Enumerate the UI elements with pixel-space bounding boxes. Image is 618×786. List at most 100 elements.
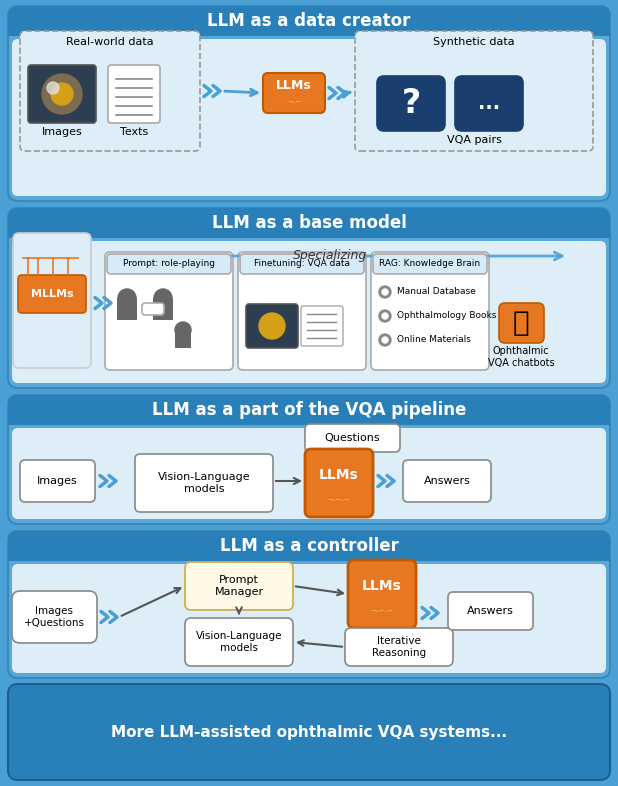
- Text: LLM as a data creator: LLM as a data creator: [207, 12, 411, 30]
- Bar: [175, 330, 191, 348]
- FancyBboxPatch shape: [373, 254, 487, 274]
- Circle shape: [51, 83, 73, 105]
- Text: Finetuning: VQA data: Finetuning: VQA data: [254, 259, 350, 269]
- Text: Online Materials: Online Materials: [397, 336, 471, 344]
- Text: Synthetic data: Synthetic data: [433, 37, 515, 47]
- Text: ~-~-~: ~-~-~: [328, 497, 350, 503]
- Text: LLM as a part of the VQA pipeline: LLM as a part of the VQA pipeline: [152, 401, 466, 419]
- FancyBboxPatch shape: [20, 460, 95, 502]
- Text: LLMs: LLMs: [319, 468, 359, 482]
- Circle shape: [259, 313, 285, 339]
- FancyBboxPatch shape: [108, 65, 160, 123]
- FancyBboxPatch shape: [348, 560, 416, 628]
- FancyBboxPatch shape: [8, 6, 610, 36]
- Text: Answers: Answers: [423, 476, 470, 486]
- Bar: [8, 546, 610, 561]
- Circle shape: [47, 82, 59, 94]
- FancyBboxPatch shape: [8, 395, 610, 425]
- FancyBboxPatch shape: [105, 252, 233, 370]
- Text: Vision-Language
models: Vision-Language models: [196, 631, 282, 653]
- FancyBboxPatch shape: [355, 31, 593, 151]
- Circle shape: [382, 337, 388, 343]
- FancyBboxPatch shape: [12, 241, 606, 383]
- FancyBboxPatch shape: [12, 428, 606, 519]
- Text: ~-~-~: ~-~-~: [371, 608, 393, 614]
- FancyBboxPatch shape: [263, 73, 325, 113]
- FancyBboxPatch shape: [135, 454, 273, 512]
- FancyBboxPatch shape: [12, 591, 97, 643]
- FancyBboxPatch shape: [20, 31, 200, 151]
- FancyBboxPatch shape: [185, 618, 293, 666]
- FancyBboxPatch shape: [8, 684, 610, 780]
- Text: Vision-Language
models: Vision-Language models: [158, 472, 250, 494]
- Text: Ophthalmology Books: Ophthalmology Books: [397, 311, 496, 321]
- FancyBboxPatch shape: [238, 252, 366, 370]
- Text: ?: ?: [401, 87, 421, 120]
- FancyBboxPatch shape: [107, 254, 231, 274]
- Bar: [8, 21, 610, 36]
- Text: More LLM-assisted ophthalmic VQA systems...: More LLM-assisted ophthalmic VQA systems…: [111, 725, 507, 740]
- FancyBboxPatch shape: [305, 424, 400, 452]
- FancyBboxPatch shape: [377, 76, 445, 131]
- FancyBboxPatch shape: [448, 592, 533, 630]
- FancyBboxPatch shape: [8, 208, 610, 238]
- FancyBboxPatch shape: [499, 303, 544, 343]
- Bar: [153, 298, 173, 320]
- Text: VQA pairs: VQA pairs: [447, 135, 501, 145]
- Circle shape: [379, 334, 391, 346]
- Text: Texts: Texts: [120, 127, 148, 137]
- Circle shape: [154, 289, 172, 307]
- FancyBboxPatch shape: [8, 531, 610, 561]
- Circle shape: [175, 322, 191, 338]
- FancyBboxPatch shape: [8, 395, 610, 524]
- FancyBboxPatch shape: [8, 208, 610, 388]
- FancyBboxPatch shape: [12, 564, 606, 673]
- Text: ...: ...: [478, 94, 500, 113]
- Text: Specializing: Specializing: [293, 249, 367, 263]
- Text: LLMs: LLMs: [362, 578, 402, 593]
- Text: Prompt
Manager: Prompt Manager: [214, 575, 263, 597]
- Circle shape: [379, 286, 391, 298]
- FancyBboxPatch shape: [305, 449, 373, 517]
- Circle shape: [382, 313, 388, 319]
- FancyBboxPatch shape: [8, 531, 610, 678]
- Text: ~-~: ~-~: [287, 99, 301, 105]
- Circle shape: [382, 289, 388, 295]
- FancyBboxPatch shape: [246, 304, 298, 348]
- FancyBboxPatch shape: [455, 76, 523, 131]
- Text: Iterative
Reasoning: Iterative Reasoning: [372, 636, 426, 658]
- Text: 🤖: 🤖: [513, 309, 529, 337]
- Text: LLM as a controller: LLM as a controller: [219, 537, 399, 555]
- FancyBboxPatch shape: [28, 65, 96, 123]
- Bar: [8, 410, 610, 425]
- Text: Prompt: role-playing: Prompt: role-playing: [123, 259, 215, 269]
- Circle shape: [118, 289, 136, 307]
- FancyBboxPatch shape: [142, 303, 164, 315]
- Text: Answers: Answers: [467, 606, 514, 616]
- Text: Real-world data: Real-world data: [66, 37, 154, 47]
- Text: MLLMs: MLLMs: [31, 289, 74, 299]
- FancyBboxPatch shape: [301, 306, 343, 346]
- FancyBboxPatch shape: [240, 254, 364, 274]
- Text: Manual Database: Manual Database: [397, 288, 476, 296]
- Text: Images: Images: [41, 127, 82, 137]
- FancyBboxPatch shape: [345, 628, 453, 666]
- FancyBboxPatch shape: [403, 460, 491, 502]
- FancyBboxPatch shape: [8, 6, 610, 201]
- Text: LLMs: LLMs: [276, 79, 312, 92]
- Bar: [117, 298, 137, 320]
- FancyBboxPatch shape: [12, 39, 606, 196]
- Bar: [8, 223, 610, 238]
- FancyBboxPatch shape: [371, 252, 489, 370]
- Text: LLM as a base model: LLM as a base model: [211, 214, 407, 232]
- FancyBboxPatch shape: [185, 562, 293, 610]
- Text: Images
+Questions: Images +Questions: [24, 606, 85, 628]
- Text: Questions: Questions: [324, 433, 380, 443]
- FancyBboxPatch shape: [13, 233, 91, 368]
- FancyBboxPatch shape: [18, 275, 86, 313]
- Text: RAG: Knowledge Brain: RAG: Knowledge Brain: [379, 259, 481, 269]
- Text: Ophthalmic
VQA chatbots: Ophthalmic VQA chatbots: [488, 346, 554, 368]
- Circle shape: [379, 310, 391, 322]
- Text: Images: Images: [37, 476, 78, 486]
- Circle shape: [42, 74, 82, 114]
